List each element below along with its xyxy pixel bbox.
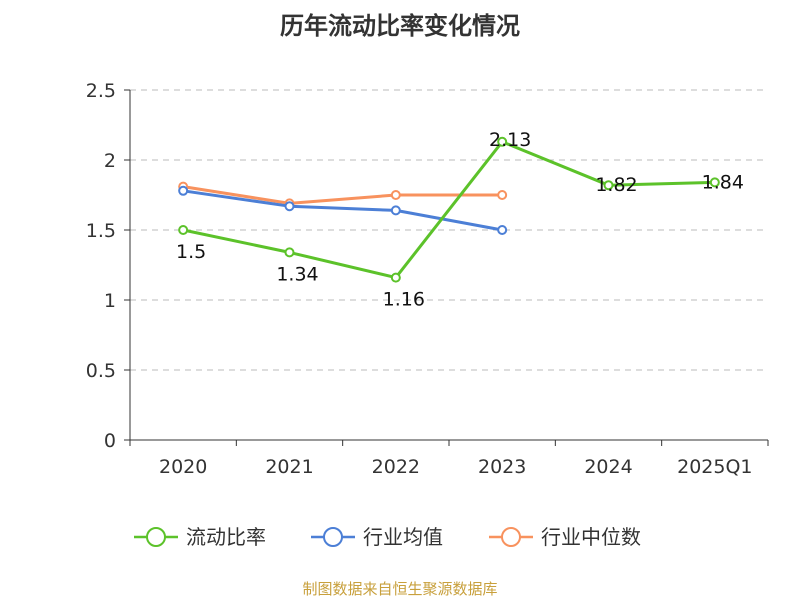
data-point (178, 185, 189, 196)
legend: 流动比率 行业均值 行业中位数 (134, 525, 641, 549)
grid-layer (130, 89, 768, 371)
data-label: 1.16 (383, 289, 425, 311)
data-label: 1.82 (595, 174, 637, 196)
axis-layer: 0 0.5 1 1.5 2 2.5 2020 2021 2022 2023 2024 2025Q1 (86, 80, 769, 478)
x-tick-label: 2023 (478, 456, 526, 478)
y-tick-label: 1.5 (86, 220, 116, 242)
data-point (284, 201, 295, 212)
data-label: 1.5 (176, 241, 206, 263)
y-tick-label: 1 (104, 290, 116, 312)
data-label: 1.34 (276, 263, 318, 285)
data-point (390, 190, 401, 200)
data-point (497, 225, 508, 235)
y-tick-label: 0.5 (86, 360, 116, 382)
y-tick-label: 0 (104, 430, 116, 452)
data-point (603, 180, 614, 191)
data-point (390, 272, 401, 283)
series-line-1 (182, 189, 503, 232)
y-tick-label: 2 (104, 150, 116, 172)
data-point (709, 177, 720, 188)
x-tick-label: 2021 (265, 456, 313, 478)
legend-marker (501, 527, 521, 547)
chart-title: 历年流动比率变化情况 (280, 12, 520, 40)
y-tick-label: 2.5 (86, 80, 116, 102)
label-layer: 1.5 1.34 1.16 2.13 1.82 1.84 (176, 129, 744, 311)
legend-marker (146, 527, 166, 547)
series-line-2 (182, 185, 503, 205)
data-label: 1.84 (702, 171, 744, 193)
legend-marker (323, 527, 343, 547)
legend-label: 流动比率 (186, 525, 266, 549)
data-point (497, 136, 508, 147)
series-layer (178, 136, 720, 283)
x-tick-label: 2020 (159, 456, 207, 478)
data-label: 2.13 (489, 129, 531, 151)
x-tick-label: 2022 (372, 456, 420, 478)
data-point (390, 205, 401, 216)
series-line-0 (182, 140, 715, 280)
legend-label: 行业均值 (363, 525, 443, 549)
source-note: 制图数据来自恒生聚源数据库 (302, 580, 498, 598)
data-point (497, 190, 508, 200)
data-point (284, 247, 295, 258)
data-point (178, 225, 189, 235)
x-tick-label: 2025Q1 (677, 456, 752, 478)
x-tick-label: 2024 (584, 456, 632, 478)
legend-label: 行业中位数 (541, 525, 641, 549)
